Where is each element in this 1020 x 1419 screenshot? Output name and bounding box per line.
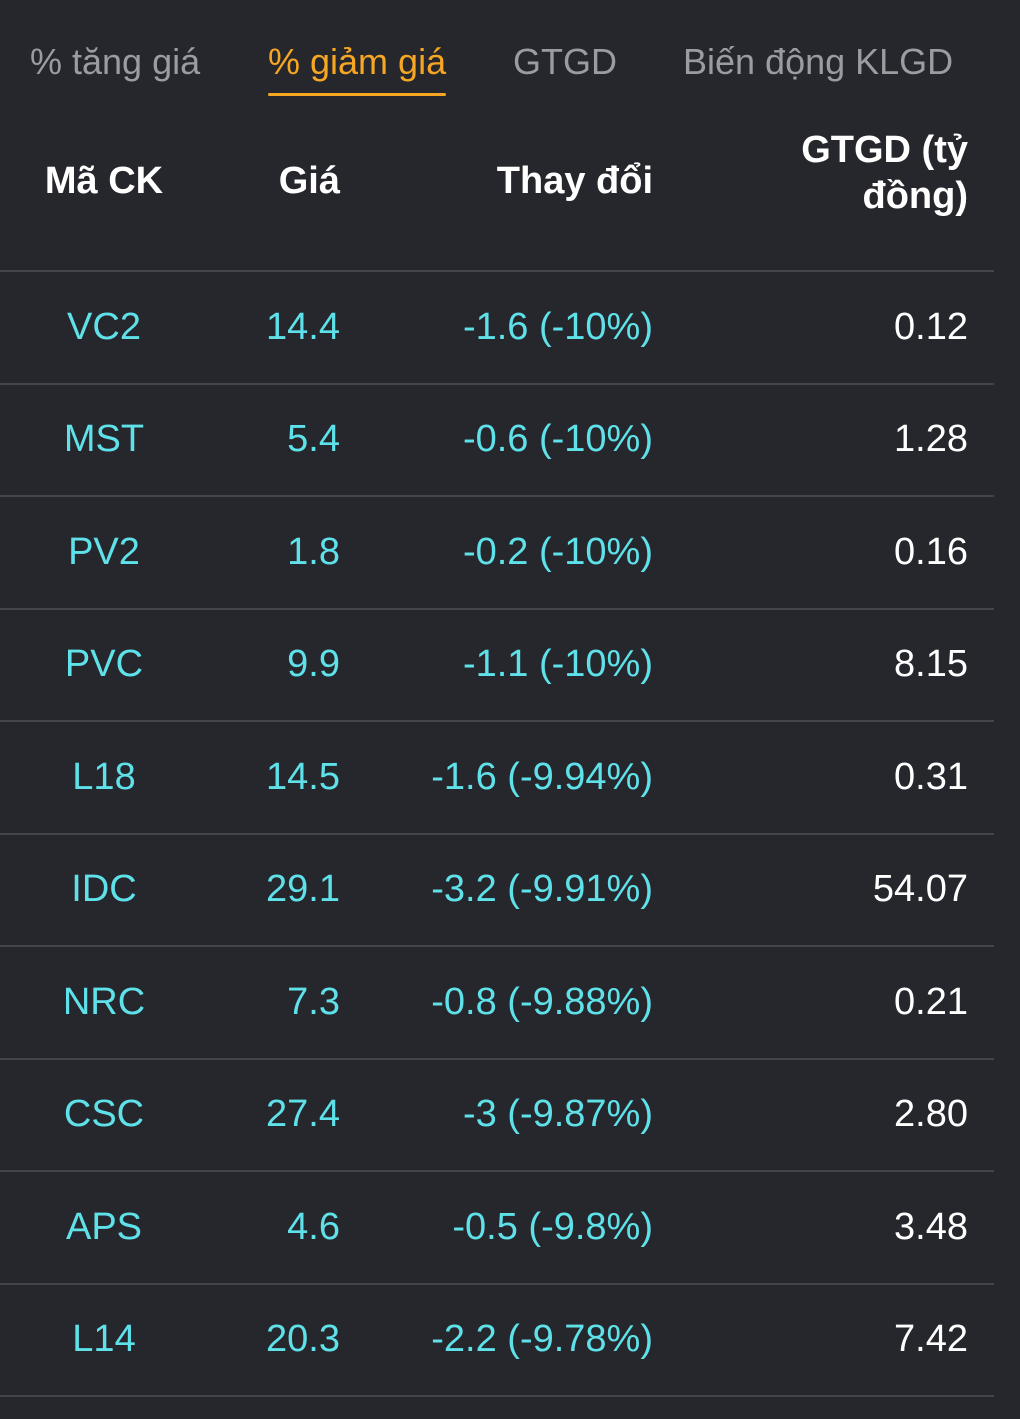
table-header: Mã CK Giá Thay đổi GTGD (tỷ đồng) [0, 120, 994, 272]
stock-change: -0.6 (-10%) [462, 418, 653, 461]
stock-price: 14.4 [266, 305, 340, 348]
stock-price: 29.1 [266, 868, 340, 911]
stock-code[interactable]: VC2 [67, 305, 141, 348]
stock-value: 0.31 [894, 755, 968, 798]
table-row[interactable]: MST 5.4 -0.6 (-10%) 1.28 [0, 385, 994, 497]
table-row[interactable]: APS 4.6 -0.5 (-9.8%) 3.48 [0, 1172, 994, 1285]
stock-code[interactable]: MST [63, 418, 145, 461]
stock-price: 4.6 [287, 1205, 340, 1248]
stock-value: 7.42 [894, 1318, 968, 1361]
table-row[interactable]: L14 20.3 -2.2 (-9.78%) 7.42 [0, 1285, 994, 1397]
stock-value: 8.15 [894, 643, 968, 686]
stock-change: -1.1 (-10%) [462, 643, 653, 686]
stock-change: -0.5 (-9.8%) [452, 1205, 653, 1248]
tab-price-increase[interactable]: % tăng giá [30, 41, 201, 82]
stock-value: 1.28 [894, 418, 968, 461]
stock-table: Mã CK Giá Thay đổi GTGD (tỷ đồng) VC2 14… [0, 120, 994, 1397]
stock-change: -3.2 (-9.91%) [431, 868, 653, 911]
table-row[interactable]: L18 14.5 -1.6 (-9.94%) 0.31 [0, 722, 994, 835]
header-code: Mã CK [44, 160, 164, 202]
stock-price: 7.3 [287, 980, 340, 1023]
header-value: GTGD (tỷ đồng) [801, 129, 968, 217]
stock-value: 2.80 [894, 1093, 968, 1136]
table-row[interactable]: CSC 27.4 -3 (-9.87%) 2.80 [0, 1060, 994, 1172]
table-row[interactable]: PV2 1.8 -0.2 (-10%) 0.16 [0, 497, 994, 610]
stock-change: -3 (-9.87%) [462, 1093, 653, 1136]
stock-value: 0.21 [894, 980, 968, 1023]
stock-change: -1.6 (-9.94%) [431, 755, 653, 798]
stock-value: 3.48 [894, 1205, 968, 1248]
stock-code[interactable]: IDC [71, 868, 137, 911]
stock-code[interactable]: L14 [72, 1318, 136, 1361]
table-row[interactable]: NRC 7.3 -0.8 (-9.88%) 0.21 [0, 947, 994, 1060]
stock-code[interactable]: PVC [64, 643, 144, 686]
header-price: Giá [278, 160, 340, 202]
stock-code[interactable]: NRC [62, 980, 146, 1023]
stock-price: 5.4 [287, 418, 340, 461]
table-row[interactable]: IDC 29.1 -3.2 (-9.91%) 54.07 [0, 835, 994, 947]
header-change: Thay đổi [496, 160, 653, 202]
tab-volume-change[interactable]: Biến động KLGD [683, 41, 954, 82]
stock-price: 9.9 [287, 643, 340, 686]
stock-change: -2.2 (-9.78%) [431, 1318, 653, 1361]
stock-change: -0.8 (-9.88%) [431, 980, 653, 1023]
tab-price-decrease[interactable]: % giảm giá [268, 38, 447, 96]
stock-value: 0.16 [894, 530, 968, 573]
stock-price: 20.3 [266, 1318, 340, 1361]
stock-value: 0.12 [894, 305, 968, 348]
tab-bar: % tăng giá % giảm giá GTGD Biến động KLG… [0, 0, 994, 120]
stock-price: 14.5 [266, 755, 340, 798]
stock-change: -0.2 (-10%) [462, 530, 653, 573]
table-row[interactable]: VC2 14.4 -1.6 (-10%) 0.12 [0, 272, 994, 385]
stock-code[interactable]: CSC [63, 1093, 145, 1136]
stock-change: -1.6 (-10%) [462, 305, 653, 348]
table-row[interactable]: PVC 9.9 -1.1 (-10%) 8.15 [0, 610, 994, 722]
stock-price: 27.4 [266, 1093, 340, 1136]
stock-code[interactable]: PV2 [68, 530, 140, 573]
stock-value: 54.07 [872, 868, 968, 911]
stock-price: 1.8 [287, 530, 340, 573]
stock-code[interactable]: L18 [72, 755, 136, 798]
tab-trading-value[interactable]: GTGD [513, 41, 617, 82]
stock-code[interactable]: APS [65, 1205, 143, 1248]
